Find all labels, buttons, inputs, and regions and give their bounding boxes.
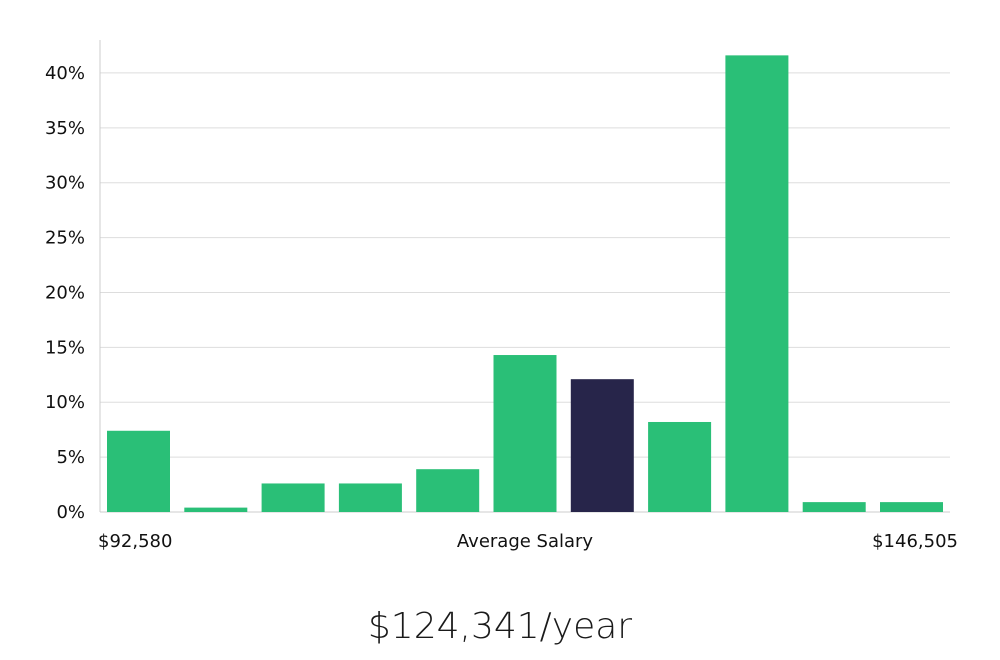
bars	[107, 55, 943, 513]
y-tick-label: 10%	[45, 392, 85, 413]
y-tick-label: 5%	[56, 447, 85, 468]
bar	[107, 430, 170, 512]
grid-lines	[100, 72, 950, 513]
bar	[493, 355, 557, 512]
bar	[184, 507, 248, 512]
average-salary-value: $124,341/year	[367, 606, 633, 647]
x-max-label: $146,505	[872, 531, 958, 552]
bar-highlighted	[570, 379, 634, 512]
y-axis-tick-labels: 0% 5% 10% 15% 20% 25% 30% 35% 40%	[45, 63, 85, 523]
bar	[338, 483, 402, 512]
x-axis-title: Average Salary	[457, 531, 594, 552]
bar	[725, 55, 789, 513]
y-tick-label: 30%	[45, 173, 85, 194]
bar	[648, 421, 712, 512]
bar	[261, 483, 325, 512]
y-tick-label: 0%	[56, 502, 85, 523]
y-tick-label: 25%	[45, 228, 85, 249]
bar	[416, 469, 480, 512]
y-tick-label: 35%	[45, 118, 85, 139]
y-tick-label: 15%	[45, 337, 85, 358]
bar	[802, 502, 866, 512]
y-tick-label: 20%	[45, 282, 85, 303]
y-tick-label: 40%	[45, 63, 85, 84]
bar	[880, 502, 943, 512]
x-min-label: $92,580	[98, 531, 172, 552]
